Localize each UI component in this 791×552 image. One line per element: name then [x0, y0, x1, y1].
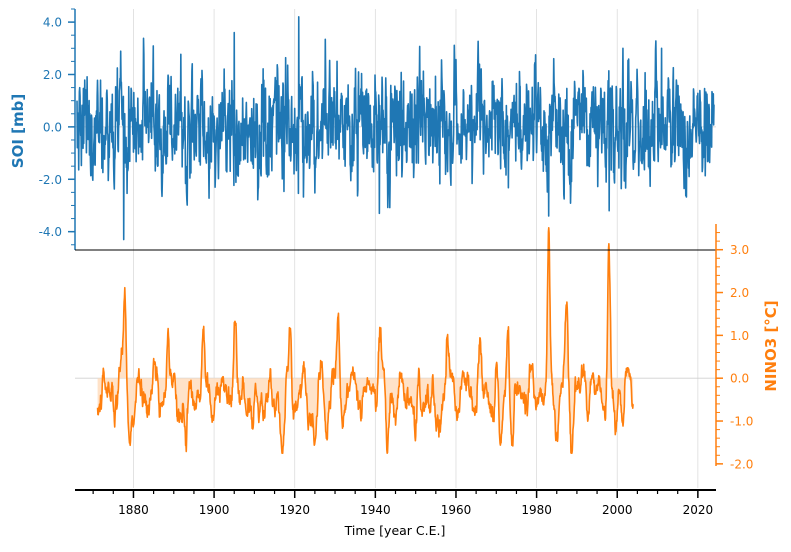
- time-tick-label: 1960: [441, 503, 472, 517]
- time-tick-label: 1920: [279, 503, 310, 517]
- soi-y-axis-label: SOI [mb]: [9, 94, 27, 168]
- soi-tick-label: -2.0: [39, 173, 62, 187]
- nino3-tick-label: 0.0: [730, 372, 749, 386]
- x-axis-label: Time [year C.E.]: [344, 523, 446, 538]
- soi-tick-label: -4.0: [39, 225, 62, 239]
- soi-series-line: [76, 16, 715, 241]
- nino3-tick-label: -2.0: [730, 457, 753, 471]
- nino3-tick-label: 2.0: [730, 286, 749, 300]
- time-tick-label: 1940: [360, 503, 391, 517]
- time-tick-label: 2000: [602, 503, 633, 517]
- soi-tick-label: 0.0: [43, 120, 62, 134]
- nino3-tick-label: 1.0: [730, 329, 749, 343]
- soi-tick-label: 2.0: [43, 68, 62, 82]
- series-lines: [76, 16, 715, 454]
- time-tick-label: 1980: [521, 503, 552, 517]
- nino3-tick-label: -1.0: [730, 415, 753, 429]
- nino3-y-axis-label: NINO3 [°C]: [762, 300, 780, 391]
- time-tick-label: 1900: [199, 503, 230, 517]
- axes: -4.0 -2.0 0.0 2.0 4.0 -2.0 -1.0 0.0 1.0 2.0 3.0 188…: [39, 8, 753, 517]
- axis-labels: SOI [mb] NINO3 [°C] Time [year C.E.]: [9, 94, 780, 538]
- soi-tick-label: 4.0: [43, 16, 62, 30]
- reference-lines: [75, 126, 716, 379]
- time-tick-label: 2020: [683, 503, 714, 517]
- nino3-tick-label: 3.0: [730, 243, 749, 257]
- time-tick-label: 1880: [118, 503, 149, 517]
- nino3-series-line: [96, 227, 634, 454]
